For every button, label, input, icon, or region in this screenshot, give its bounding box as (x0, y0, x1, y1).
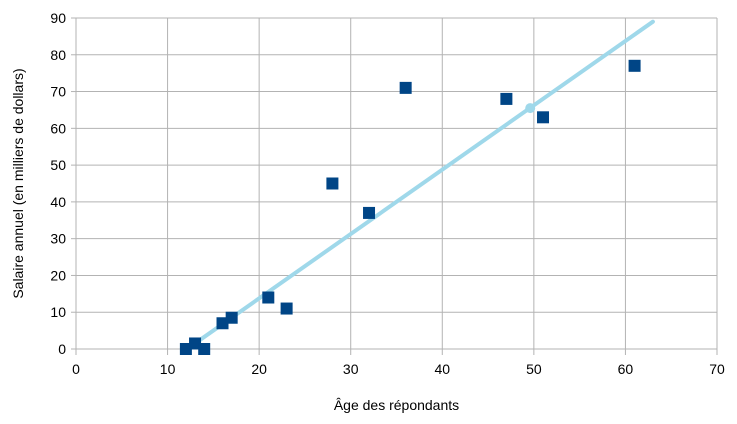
y-tick-label: 50 (50, 157, 66, 173)
data-points (179, 59, 641, 355)
data-point (216, 317, 229, 330)
trendline-path (190, 19, 655, 348)
data-point (537, 111, 550, 124)
data-point (628, 59, 641, 72)
data-point (500, 92, 513, 105)
trendline (190, 19, 655, 348)
x-tick-label: 70 (709, 361, 725, 377)
data-point (225, 311, 238, 324)
data-point (262, 291, 275, 304)
data-point (280, 302, 293, 315)
grid (71, 17, 718, 355)
trendline-marker (525, 103, 536, 114)
data-point (198, 343, 211, 355)
x-tick-label: 20 (251, 361, 267, 377)
y-tick-label: 0 (58, 341, 66, 357)
data-point (399, 81, 412, 94)
x-tick-label: 60 (618, 361, 634, 377)
y-tick-label: 90 (50, 10, 66, 26)
x-tick-label: 0 (72, 361, 80, 377)
x-tick-label: 10 (160, 361, 176, 377)
y-tick-label: 20 (50, 267, 66, 283)
y-axis-title: Salaire annuel (en milliers de dollars) (10, 68, 26, 298)
data-point (189, 337, 202, 350)
y-tick-label: 60 (50, 120, 66, 136)
x-tick-label: 40 (434, 361, 450, 377)
y-tick-label: 10 (50, 304, 66, 320)
y-tick-label: 80 (50, 47, 66, 63)
data-point (179, 343, 192, 355)
y-tick-label: 40 (50, 194, 66, 210)
x-tick-labels: 0 10 20 30 40 50 60 70 (72, 361, 725, 377)
y-tick-label: 30 (50, 231, 66, 247)
data-point (326, 177, 339, 190)
y-tick-labels: 0 10 20 30 40 50 60 70 80 90 (50, 10, 66, 357)
x-tick-label: 30 (343, 361, 359, 377)
x-axis-title: Âge des répondants (334, 397, 459, 413)
y-tick-label: 70 (50, 84, 66, 100)
x-tick-label: 50 (526, 361, 542, 377)
data-point (363, 206, 376, 219)
